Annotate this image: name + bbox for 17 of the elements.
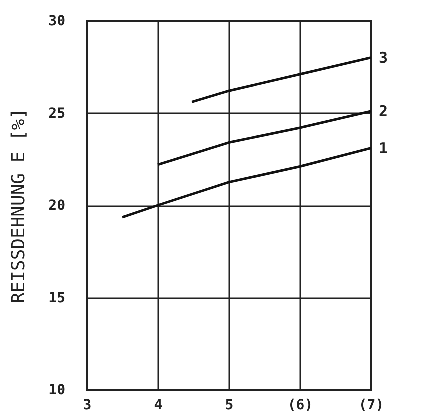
x-tick-label: (7) [358,398,384,414]
y-tick-label: 10 [48,382,66,398]
series-label: 2 [379,102,388,120]
line-series [121,147,371,219]
y-tick-label: 30 [48,14,66,30]
line-series [190,56,371,104]
series-label: 3 [379,48,388,67]
x-tick-label: 4 [154,398,163,414]
x-tick-label: 5 [225,398,234,414]
series-label: 1 [379,139,388,158]
x-tick-label: 3 [83,398,92,414]
line-series [156,110,371,166]
y-tick-label: 15 [48,290,66,306]
y-tick-label: 20 [48,198,66,214]
y-tick-label: 25 [48,106,66,122]
x-tick-label: (6) [288,398,314,414]
y-axis-title: REISSDEHNUNG E [%] [8,108,30,304]
